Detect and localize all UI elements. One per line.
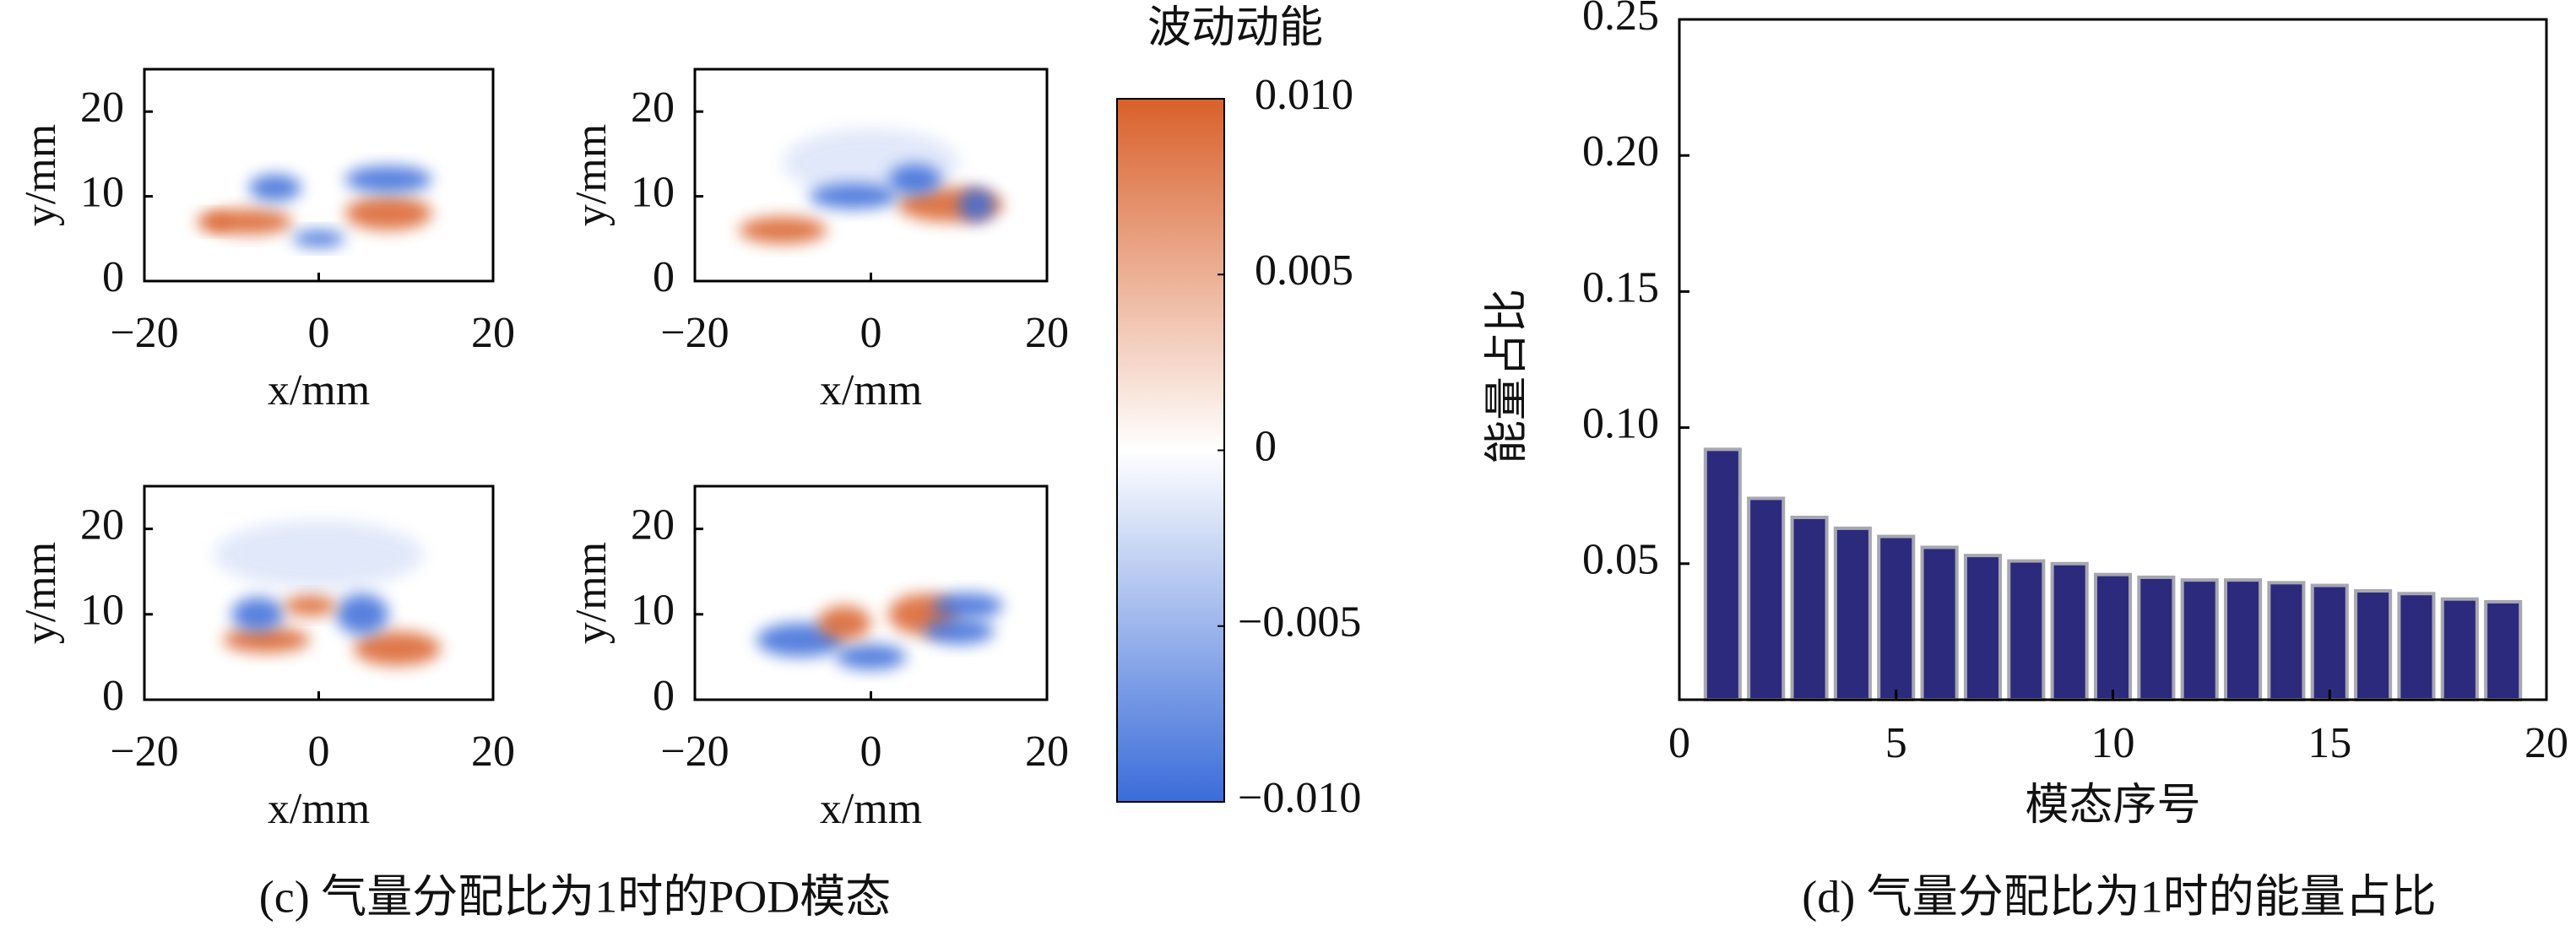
x-tick-label: 0 [1668, 719, 1690, 767]
mode-blob [344, 165, 432, 193]
bar [1963, 554, 2002, 701]
mode-blob [353, 631, 442, 666]
bar [2440, 597, 2479, 701]
x-tick-label: 0 [308, 309, 330, 357]
mode-blob [344, 196, 432, 230]
mode-blob [205, 208, 293, 235]
x-tick-label: 10 [2091, 719, 2135, 767]
field [739, 128, 1003, 244]
plot-frame [143, 68, 495, 283]
bar [2093, 572, 2133, 701]
colorbar-title: 波动动能 [1147, 4, 1323, 52]
bar [2050, 561, 2089, 701]
bar [2137, 575, 2176, 701]
mode-blob [336, 593, 389, 636]
bar [2267, 581, 2306, 701]
x-axis-label: x/mm [268, 785, 370, 833]
mode-blob [932, 593, 1003, 619]
bar [2484, 599, 2523, 701]
bar [2007, 559, 2046, 701]
y-tick-label: 0.15 [1582, 263, 1659, 311]
x-tick-label: 20 [1025, 309, 1069, 357]
y-tick-label: 10 [80, 169, 124, 217]
mode-blob [292, 230, 345, 247]
field [214, 520, 442, 666]
y-axis-label: 能量占比 [1483, 289, 1532, 464]
mode-blob [222, 626, 311, 653]
bar [1833, 526, 1872, 701]
y-tick-label: 10 [631, 169, 675, 217]
mode-blob [231, 597, 285, 632]
y-axis-label: y/mm [17, 124, 65, 226]
x-axis-label: x/mm [268, 366, 370, 414]
x-tick-label: 20 [471, 309, 515, 357]
mode-blob [835, 644, 907, 670]
y-axis-label: y/mm [567, 542, 616, 644]
colorbar-tick-label: −0.005 [1238, 598, 1361, 647]
colorbar-tick-label: 0.005 [1255, 246, 1353, 295]
x-axis-label: x/mm [820, 366, 922, 414]
x-tick-label: 20 [471, 728, 515, 776]
mode-blob [958, 187, 995, 222]
y-tick-label: 0.05 [1582, 536, 1659, 584]
mode-blob [214, 520, 424, 589]
bar [1747, 496, 1786, 702]
y-axis-label: y/mm [567, 124, 616, 226]
colorbar-tick-label: 0 [1255, 422, 1277, 470]
x-tick-label: −20 [110, 728, 178, 776]
x-tick-label: 0 [308, 728, 330, 776]
caption: (c) 气量分配比为1时的POD模态 [259, 871, 891, 922]
y-tick-label: 0.10 [1582, 400, 1659, 448]
bar [2180, 578, 2219, 701]
bar [1790, 515, 1829, 701]
bar [1877, 534, 1916, 701]
x-tick-label: −20 [660, 728, 729, 776]
y-tick-label: 0 [102, 253, 124, 301]
colorbar [1116, 98, 1225, 803]
y-tick-label: 20 [631, 84, 675, 132]
x-tick-label: −20 [660, 309, 729, 357]
bar [2354, 589, 2393, 701]
y-tick-label: 0 [102, 672, 124, 720]
x-tick-label: 0 [860, 728, 882, 776]
mode-blob [196, 213, 232, 230]
bar [2310, 583, 2349, 701]
plot-frame [143, 484, 495, 701]
x-tick-label: 5 [1885, 719, 1907, 767]
bar [1920, 545, 1959, 701]
mode-blob [248, 174, 301, 202]
x-tick-label: 15 [2308, 719, 2351, 767]
field [196, 165, 432, 247]
y-tick-label: 10 [631, 587, 675, 635]
y-tick-label: 0.25 [1582, 0, 1659, 40]
field [756, 593, 1003, 670]
mode-blob [783, 128, 959, 197]
x-tick-label: 20 [2524, 719, 2568, 767]
y-tick-label: 20 [631, 501, 675, 549]
mode-blob [817, 605, 871, 641]
bar [1703, 447, 1742, 702]
caption: (d) 气量分配比为1时的能量占比 [1802, 871, 2436, 922]
mode-blob [739, 216, 827, 244]
bar [2224, 578, 2263, 701]
mode-blob [284, 595, 337, 616]
y-axis-label: y/mm [17, 542, 65, 644]
y-tick-label: 10 [80, 587, 124, 635]
y-tick-label: 20 [80, 501, 124, 549]
x-axis-label: 模态序号 [2025, 782, 2200, 830]
x-tick-label: 20 [1025, 728, 1069, 776]
x-tick-label: 0 [860, 309, 882, 357]
colorbar-tick-label: −0.010 [1238, 774, 1361, 822]
y-tick-label: 0 [653, 672, 675, 720]
y-tick-label: 0 [653, 253, 675, 301]
y-tick-label: 0.20 [1582, 127, 1659, 176]
x-axis-label: x/mm [820, 785, 922, 833]
colorbar-tick-label: 0.010 [1255, 71, 1353, 119]
mode-blob [924, 618, 995, 645]
bar [2397, 592, 2436, 701]
x-tick-label: −20 [110, 309, 178, 357]
y-tick-label: 20 [80, 84, 124, 132]
